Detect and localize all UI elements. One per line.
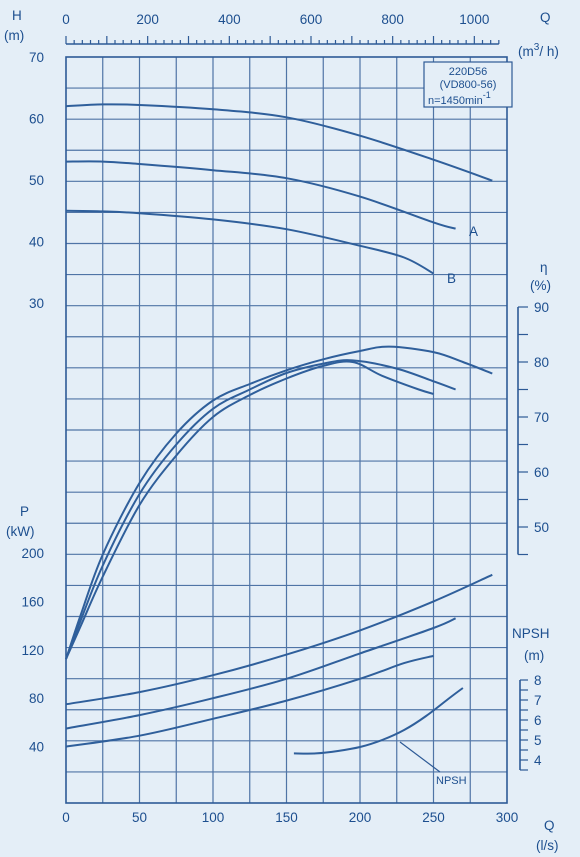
labels: H (m) Q (m3/ h) η (%) P (kW) NPSH (m) Q …	[4, 8, 559, 853]
head-tick-label: 40	[29, 235, 44, 250]
power-tick-label: 200	[21, 546, 44, 561]
info-box-variant: (VD800-56)	[440, 79, 497, 91]
eff-tick-label: 70	[534, 410, 549, 425]
power-tick-label: 80	[29, 691, 44, 706]
curves	[65, 103, 493, 773]
axes	[65, 36, 528, 804]
plot-frame	[65, 56, 508, 804]
power-tick-label: 120	[21, 643, 44, 658]
q-ls-tick-label: 0	[62, 810, 70, 825]
eff-axis-unit: (%)	[530, 278, 551, 293]
eff-tick-label: 60	[534, 465, 549, 480]
head-tick-label: 30	[29, 296, 44, 311]
npsh-tick-label: 7	[534, 693, 542, 708]
power-curve-2	[65, 617, 457, 730]
power-tick-label: 40	[29, 740, 44, 755]
head-axis-unit: (m)	[4, 28, 24, 43]
npsh-leader-line	[399, 741, 441, 773]
power-curve-3	[65, 654, 434, 748]
eff-tick-label: 90	[534, 300, 549, 315]
info-box-speed-sup: -1	[483, 90, 491, 100]
eff-axis-letter: η	[540, 260, 548, 275]
q-ls-tick-label: 150	[275, 810, 298, 825]
head-tick-label: 50	[29, 173, 44, 188]
head-tick-label: 60	[29, 112, 44, 127]
efficiency-curve-1	[65, 345, 493, 660]
head-axis-letter: H	[12, 8, 22, 23]
power-axis-letter: P	[20, 504, 29, 519]
npsh-annotation: NPSH	[436, 775, 467, 787]
head-tick-label: 70	[29, 50, 44, 65]
q-ls-tick-label: 50	[132, 810, 147, 825]
efficiency-curve-3	[65, 360, 434, 660]
eff-tick-label: 50	[534, 520, 549, 535]
q-m3h-axis-unit: (m3/ h)	[518, 42, 559, 59]
q-m3h-tick-label: 0	[62, 12, 70, 27]
npsh-curve-1	[293, 687, 464, 755]
q-m3h-tick-label: 600	[300, 12, 323, 27]
npsh-tick-label: 4	[534, 753, 542, 768]
npsh-axis-letter: NPSH	[512, 626, 550, 641]
q-m3h-unit-post: / h)	[539, 44, 559, 59]
q-ls-axis-letter: Q	[544, 818, 555, 833]
info-box-speed-text: n=1450min	[428, 95, 483, 107]
power-curve-1	[65, 573, 493, 706]
q-ls-tick-label: 250	[422, 810, 445, 825]
info-box	[423, 61, 513, 108]
q-ls-tick-label: 300	[496, 810, 519, 825]
head-series-label-a: A	[469, 224, 478, 239]
q-m3h-tick-label: 800	[381, 12, 404, 27]
q-m3h-tick-label: 400	[218, 12, 241, 27]
npsh-axis-unit: (m)	[524, 648, 544, 663]
eff-tick-label: 80	[534, 355, 549, 370]
info-box-speed: n=1450min-1	[428, 90, 491, 107]
power-tick-label: 160	[21, 594, 44, 609]
q-m3h-tick-label: 200	[136, 12, 159, 27]
q-ls-tick-label: 200	[349, 810, 372, 825]
q-m3h-unit-sup: 3	[534, 42, 540, 53]
info-box-model: 220D56	[449, 66, 488, 78]
q-ls-tick-label: 100	[202, 810, 225, 825]
head-curve-3	[65, 209, 434, 275]
power-axis-unit: (kW)	[6, 524, 34, 539]
q-m3h-axis-letter: Q	[540, 10, 551, 25]
npsh-tick-label: 6	[534, 713, 542, 728]
efficiency-curve-2	[65, 359, 456, 660]
npsh-tick-label: 8	[534, 673, 542, 688]
head-series-label-b: B	[447, 271, 456, 286]
q-ls-axis-unit: (l/s)	[536, 838, 559, 853]
head-curve-1	[65, 103, 493, 182]
npsh-tick-label: 5	[534, 733, 542, 748]
q-m3h-unit-pre: (m	[518, 44, 534, 59]
head-curve-2	[65, 160, 456, 230]
grid	[66, 57, 507, 803]
q-m3h-tick-label: 1000	[459, 12, 489, 27]
